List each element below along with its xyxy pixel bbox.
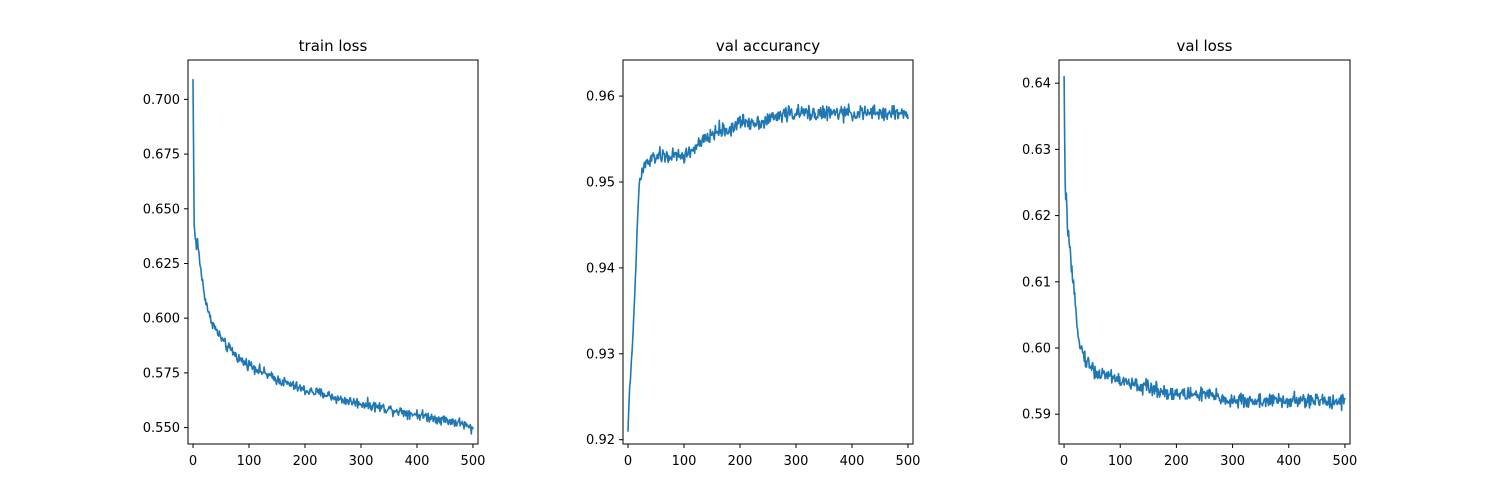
x-tick-label: 0 — [624, 454, 632, 469]
axes-frame — [187, 59, 479, 445]
chart-panel-2: val accurancy 0 100 200 300 400 500 0.92 0.93 0.9… — [586, 37, 920, 469]
series-line — [627, 103, 909, 432]
y-tick-label: 0.60 — [1022, 342, 1051, 357]
chart-panel-3: val loss 0 100 200 300 400 500 0.59 0.60 0.61 0.62… — [1022, 37, 1357, 469]
chart-panel-1: train loss 0 100 200 300 400 500 0.550 0.575 0.60… — [143, 37, 486, 469]
y-tick-label: 0.650 — [143, 202, 180, 217]
x-tick-label: 400 — [840, 454, 865, 469]
y-tick-label: 0.96 — [586, 90, 615, 105]
x-tick-label: 100 — [1108, 454, 1133, 469]
x-tick-label: 300 — [1220, 454, 1245, 469]
y-tick-label: 0.64 — [1022, 77, 1051, 92]
y-tick-label: 0.94 — [586, 261, 615, 276]
x-tick-label: 100 — [237, 454, 262, 469]
x-tick-label: 200 — [293, 454, 318, 469]
x-tick-label: 400 — [1276, 454, 1301, 469]
y-tick-label: 0.600 — [143, 312, 180, 327]
series-line — [192, 78, 474, 435]
y-tick-label: 0.675 — [143, 148, 180, 163]
y-tick-label: 0.62 — [1022, 209, 1051, 224]
chart-title: train loss — [299, 37, 368, 55]
axes-frame — [622, 59, 914, 445]
chart-title: val loss — [1177, 37, 1233, 55]
y-tick-label: 0.93 — [586, 347, 615, 362]
y-tick-label: 0.59 — [1022, 408, 1051, 423]
y-tick-label: 0.575 — [143, 366, 180, 381]
x-tick-label: 0 — [1060, 454, 1068, 469]
y-tick-label: 0.700 — [143, 93, 180, 108]
y-tick-label: 0.95 — [586, 175, 615, 190]
x-tick-label: 0 — [189, 454, 197, 469]
x-tick-label: 300 — [349, 454, 374, 469]
axes-frame — [1058, 59, 1351, 445]
y-tick-label: 0.63 — [1022, 143, 1051, 158]
x-tick-label: 500 — [896, 454, 921, 469]
x-tick-label: 500 — [461, 454, 486, 469]
y-tick-label: 0.625 — [143, 257, 180, 272]
x-tick-label: 400 — [405, 454, 430, 469]
x-tick-label: 200 — [728, 454, 753, 469]
x-tick-label: 200 — [1164, 454, 1189, 469]
x-tick-label: 500 — [1333, 454, 1358, 469]
y-tick-label: 0.550 — [143, 421, 180, 436]
series-line — [1063, 75, 1346, 412]
x-tick-label: 300 — [784, 454, 809, 469]
y-tick-label: 0.92 — [586, 433, 615, 448]
y-tick-label: 0.61 — [1022, 275, 1051, 290]
chart-title: val accurancy — [716, 37, 820, 55]
x-tick-label: 100 — [672, 454, 697, 469]
